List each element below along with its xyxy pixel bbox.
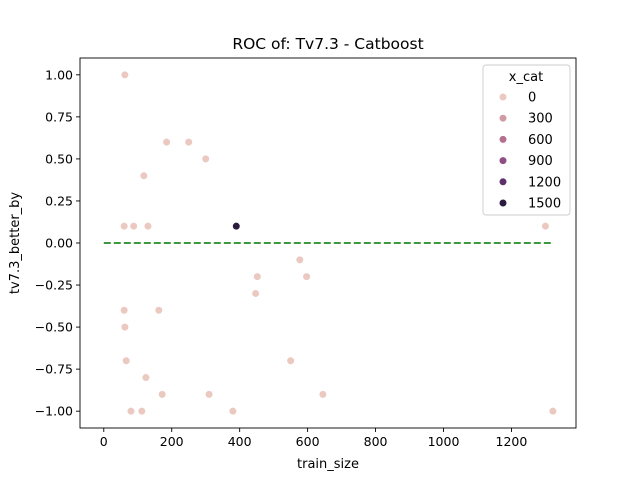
y-tick-label: −1.00 <box>35 404 73 419</box>
legend-marker <box>498 177 508 186</box>
data-point <box>141 373 151 382</box>
data-point <box>122 356 131 365</box>
data-point <box>204 390 214 399</box>
x-tick-label: 0 <box>100 434 108 449</box>
data-point <box>120 222 129 231</box>
data-point <box>253 272 262 281</box>
data-points <box>120 70 557 416</box>
legend: x_cat 0 300 600 900 1200 1500 <box>482 64 571 216</box>
data-point <box>143 222 153 231</box>
data-point <box>120 70 129 79</box>
legend-marker <box>498 135 508 144</box>
y-tick-label: 0.00 <box>45 236 73 251</box>
data-point <box>137 407 146 416</box>
data-point <box>541 222 550 231</box>
legend-marker <box>498 156 508 165</box>
legend-label: 1200 <box>528 175 561 190</box>
data-point <box>184 137 193 147</box>
x-tick-label: 800 <box>364 434 388 449</box>
legend-label: 900 <box>528 154 553 169</box>
y-tick-label: −0.75 <box>35 362 73 377</box>
legend-marker <box>498 114 508 123</box>
x-tick-label: 600 <box>296 434 320 449</box>
data-point <box>129 222 138 231</box>
x-axis-label: train_size <box>297 457 359 472</box>
data-point <box>158 390 167 399</box>
legend-title: x_cat <box>509 70 543 85</box>
data-point <box>232 222 241 231</box>
legend-marker <box>498 92 508 102</box>
y-tick-label: 0.75 <box>45 109 73 124</box>
y-axis-label: tv7.3_better_by <box>8 192 23 295</box>
data-point <box>302 272 311 281</box>
data-point <box>120 306 129 315</box>
data-point <box>139 171 148 180</box>
data-point <box>228 407 237 416</box>
legend-box <box>482 64 571 216</box>
chart-title: ROC of: Tv7.3 - Catboost <box>232 35 423 53</box>
x-tick-label: 1000 <box>428 434 460 449</box>
data-point <box>548 407 557 416</box>
data-point <box>251 289 260 298</box>
data-point <box>201 154 210 164</box>
legend-marker <box>498 198 508 208</box>
data-point <box>154 306 163 315</box>
y-tick-label: 0.25 <box>45 193 73 208</box>
data-point <box>286 356 295 365</box>
x-axis: 0 200 400 600 800 1000 1200 <box>100 428 528 449</box>
x-tick-label: 200 <box>160 434 184 449</box>
data-point <box>162 137 171 147</box>
legend-entries: 0 300 600 900 1200 1500 <box>498 91 561 212</box>
y-tick-label: 0.50 <box>45 151 73 166</box>
x-tick-label: 400 <box>228 434 252 449</box>
data-point <box>318 390 328 399</box>
data-point <box>120 322 129 332</box>
y-tick-label: −0.25 <box>35 278 73 293</box>
data-point <box>295 255 304 264</box>
legend-label: 1500 <box>528 197 561 212</box>
x-tick-label: 1200 <box>496 434 528 449</box>
data-point <box>126 407 136 416</box>
legend-label: 600 <box>528 133 553 148</box>
y-tick-label: −0.50 <box>35 320 73 335</box>
legend-label: 300 <box>528 112 553 127</box>
legend-label: 0 <box>528 91 536 106</box>
plot-area: 0 200 400 600 800 1000 1200 −1.00 −0.75 −0.50 −0.… <box>35 57 577 449</box>
y-tick-label: 1.00 <box>45 67 73 82</box>
y-axis: −1.00 −0.75 −0.50 −0.25 0.00 0.25 0.50 0.75 1.00 <box>35 67 80 419</box>
